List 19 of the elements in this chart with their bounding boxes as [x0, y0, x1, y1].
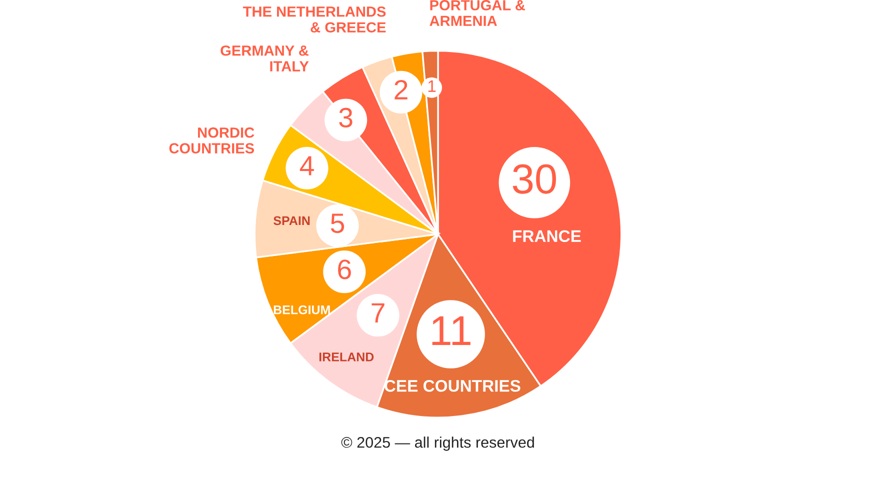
- slice-label: PORTUGAL & ARMENIA: [430, 0, 525, 26]
- data-label: 2: [394, 80, 408, 100]
- data-label: 11: [432, 316, 470, 345]
- slice-label: CEE COUNTRIES: [384, 380, 520, 392]
- slice-label: FRANCE: [513, 230, 581, 242]
- data-label: 4: [300, 156, 314, 176]
- slice-label: IRELAND: [319, 352, 374, 362]
- slice-label: SPAIN: [274, 216, 310, 226]
- slice-label: BELGIUM: [274, 305, 330, 314]
- data-label: 3: [339, 108, 352, 128]
- data-label: 1: [428, 80, 436, 92]
- data-label: 7: [372, 303, 384, 322]
- data-label: 30: [512, 164, 556, 194]
- slice-label: GERMANY & ITALY: [220, 45, 309, 72]
- slice-label: THE NETHERLANDS & GREECE: [243, 6, 386, 33]
- data-label: 6: [338, 260, 351, 280]
- slice-label: NORDIC COUNTRIES: [169, 127, 254, 154]
- text: © 2025 — all rights reserved: [341, 436, 534, 451]
- data-label: 5: [330, 214, 344, 234]
